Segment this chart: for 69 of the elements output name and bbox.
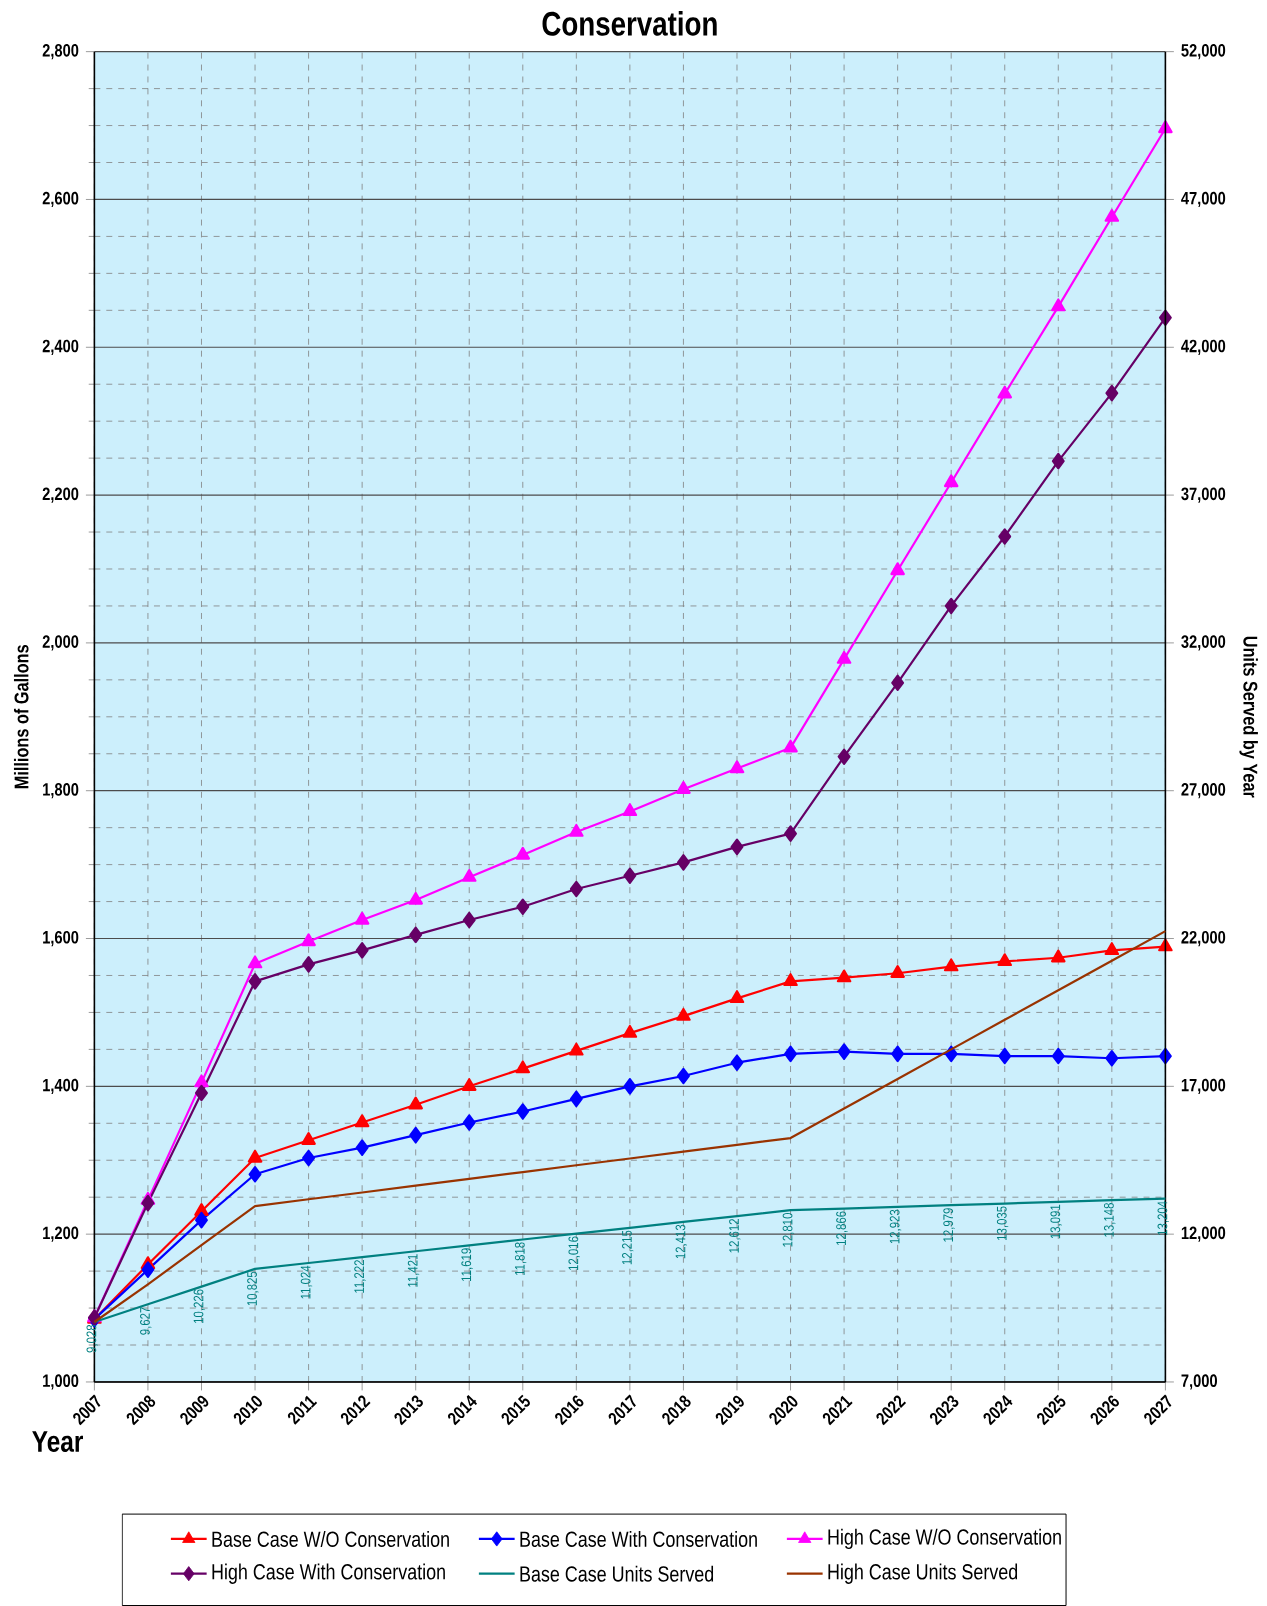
legend-label: High Case W/O Conservation bbox=[828, 1528, 1062, 1550]
x-tick-label: 2009 bbox=[180, 1395, 209, 1426]
y-tick-label: 1,800 bbox=[43, 783, 79, 799]
data-label: 13,035 bbox=[996, 1206, 1009, 1240]
y-tick-label: 2,200 bbox=[42, 487, 79, 503]
y-tick-label: 2,400 bbox=[42, 339, 79, 355]
legend-label: Base Case With Conservation bbox=[520, 1530, 758, 1547]
data-label: 12,866 bbox=[836, 1211, 848, 1245]
data-label: 11,619 bbox=[461, 1248, 473, 1281]
data-label: 11,024 bbox=[300, 1265, 313, 1299]
y-tick-label: 1,200 bbox=[43, 1226, 79, 1242]
data-label: 13,091 bbox=[1050, 1204, 1062, 1239]
data-label: 12,413 bbox=[675, 1224, 688, 1259]
data-label: 10,226 bbox=[193, 1289, 206, 1323]
x-tick-label: 2026 bbox=[1090, 1395, 1120, 1426]
legend-label: Base Case Units Served bbox=[520, 1565, 714, 1582]
y-tick-label: 2,800 bbox=[42, 44, 79, 60]
x-tick-label: 2016 bbox=[555, 1395, 584, 1426]
data-label: 13,204 bbox=[1157, 1201, 1170, 1235]
data-label: 13,148 bbox=[1104, 1203, 1116, 1237]
y-axis-title: Millions of Gallons bbox=[14, 645, 29, 789]
y-tick-label: 2,000 bbox=[42, 635, 79, 651]
y2-tick-label: 42,000 bbox=[1181, 339, 1226, 355]
chart-title: Conservation bbox=[542, 10, 717, 36]
y2-tick-label: 47,000 bbox=[1181, 191, 1226, 208]
data-label: 11,222 bbox=[354, 1260, 366, 1293]
x-tick-label: 2013 bbox=[394, 1395, 424, 1426]
legend-label: Base Case W/O Conservation bbox=[212, 1530, 450, 1547]
y2-tick-label: 22,000 bbox=[1181, 930, 1226, 947]
y-tick-label: 1,000 bbox=[43, 1374, 79, 1390]
x-axis-title: Year bbox=[32, 1431, 84, 1452]
legend-label: High Case With Conservation bbox=[212, 1563, 446, 1584]
x-tick-label: 2012 bbox=[340, 1395, 371, 1426]
x-tick-label: 2021 bbox=[822, 1395, 853, 1426]
data-label: 9,028 bbox=[86, 1324, 99, 1353]
y-tick-label: 2,600 bbox=[42, 191, 79, 208]
x-tick-label: 2014 bbox=[448, 1394, 478, 1426]
data-label: 11,818 bbox=[515, 1242, 527, 1276]
y2-tick-label: 37,000 bbox=[1181, 487, 1226, 503]
data-label: 9,627 bbox=[140, 1307, 152, 1335]
y2-tick-label: 52,000 bbox=[1181, 44, 1226, 60]
data-label: 11,421 bbox=[407, 1254, 420, 1287]
x-tick-label: 2015 bbox=[501, 1394, 531, 1426]
x-tick-label: 2011 bbox=[288, 1395, 318, 1425]
data-label: 12,979 bbox=[943, 1208, 955, 1242]
data-label: 12,016 bbox=[568, 1236, 581, 1271]
y2-tick-label: 27,000 bbox=[1181, 783, 1226, 799]
data-label: 10,825 bbox=[247, 1271, 259, 1306]
x-tick-label: 2022 bbox=[876, 1395, 907, 1426]
y2-tick-label: 32,000 bbox=[1181, 635, 1226, 651]
data-label: 12,612 bbox=[729, 1219, 741, 1253]
x-tick-label: 2020 bbox=[769, 1395, 798, 1426]
y2-tick-label: 12,000 bbox=[1181, 1226, 1226, 1242]
y2-axis-title: Units Served by Year bbox=[1239, 636, 1259, 798]
y2-tick-label: 7,000 bbox=[1181, 1374, 1218, 1390]
x-tick-label: 2019 bbox=[715, 1395, 744, 1426]
x-tick-label: 2025 bbox=[1037, 1394, 1066, 1426]
y-tick-label: 1,600 bbox=[43, 930, 79, 947]
y-tick-label: 1,400 bbox=[43, 1078, 79, 1094]
x-tick-label: 2010 bbox=[233, 1395, 263, 1426]
legend-label: High Case Units Served bbox=[828, 1563, 1018, 1584]
x-tick-label: 2018 bbox=[662, 1395, 691, 1426]
data-label: 12,215 bbox=[622, 1230, 634, 1265]
x-tick-label: 2023 bbox=[930, 1395, 959, 1426]
x-tick-label: 2024 bbox=[983, 1394, 1013, 1426]
x-tick-label: 2008 bbox=[126, 1395, 156, 1426]
y2-tick-label: 17,000 bbox=[1181, 1078, 1226, 1094]
data-label: 12,810 bbox=[782, 1213, 795, 1247]
data-label: 12,923 bbox=[889, 1209, 902, 1244]
